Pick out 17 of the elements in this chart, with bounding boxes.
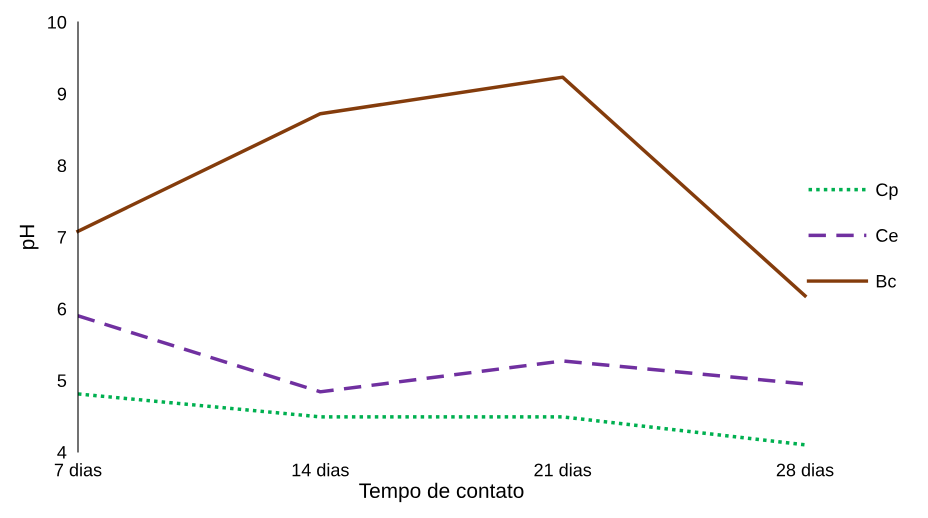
y-axis-title: pH	[20, 225, 38, 249]
y-tick-label: 8	[58, 159, 66, 172]
legend-label: Cp	[876, 183, 898, 200]
y-tick-label: 7	[58, 231, 66, 244]
y-tick-label: 10	[48, 16, 66, 29]
y-tick-label: 9	[58, 88, 66, 100]
y-tick-label: 5	[58, 374, 66, 388]
x-tick-label: 7 dias	[54, 463, 102, 476]
y-tick-label: 4	[57, 446, 66, 459]
x-tick-label: 14 dias	[292, 463, 349, 476]
x-tick-label: 21 dias	[534, 463, 592, 476]
y-tick-label: 6	[58, 302, 66, 316]
legend-label: Ce	[876, 229, 898, 242]
x-tick-label: 28 dias	[776, 463, 834, 476]
legend-label: Bc	[876, 274, 896, 288]
line-series	[76, 75, 807, 298]
x-axis-title: Tempo de contato	[359, 482, 524, 502]
